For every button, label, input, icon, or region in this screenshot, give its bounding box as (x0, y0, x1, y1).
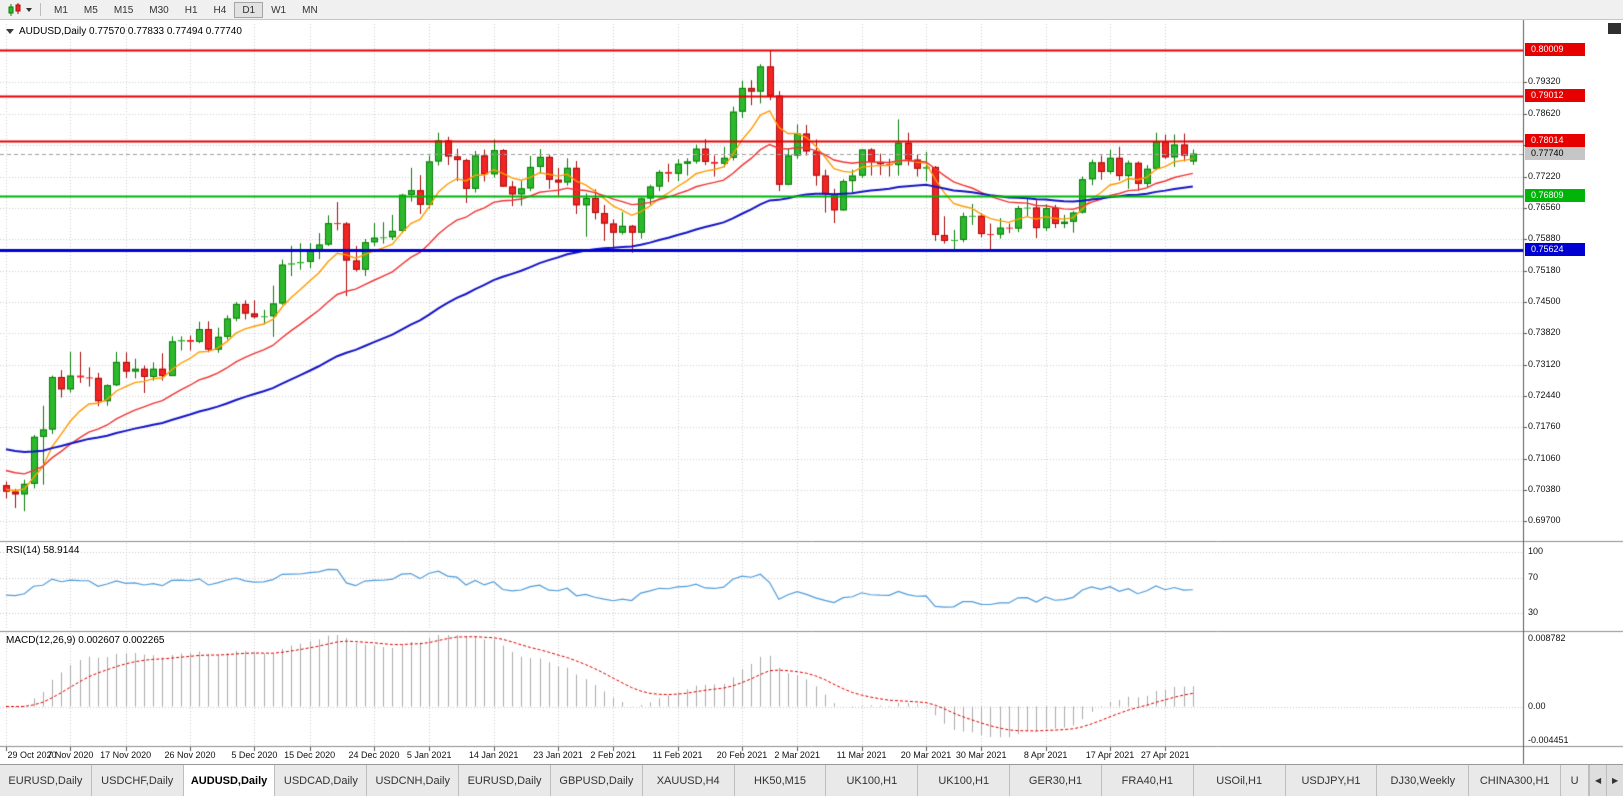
macd-indicator-label: MACD(12,26,9) 0.002607 0.002265 (6, 635, 165, 646)
timeframe-h1-button[interactable]: H1 (184, 4, 198, 16)
tab-usdjpy-h1[interactable]: USDJPY,H1 (1285, 765, 1378, 796)
tab-usdcnh-daily[interactable]: USDCNH,Daily (367, 765, 460, 796)
timeframe-m5-button[interactable]: M5 (83, 4, 98, 16)
chart-tab-bar: EURUSD,Daily USDCHF,Daily AUDUSD,Daily USDC… (0, 764, 1623, 796)
tab-usdcad-daily[interactable]: USDCAD,Daily (275, 765, 368, 796)
timeframe-d1-button[interactable]: D1 (234, 1, 264, 18)
rsi-indicator-label: RSI(14) 58.9144 (6, 545, 80, 556)
tab-audusd-daily[interactable]: AUDUSD,Daily (183, 765, 276, 796)
tab-eurusd-daily[interactable]: EURUSD,Daily (459, 765, 551, 796)
chart-title-text: AUDUSD,Daily 0.77570 0.77833 0.77494 0.7… (19, 26, 242, 37)
tab-dj30-weekly[interactable]: DJ30,Weekly (1377, 765, 1470, 796)
toolbar-separator (40, 3, 41, 16)
one-click-trading-arrow[interactable] (6, 29, 14, 34)
timeframe-m15-button[interactable]: M15 (113, 4, 134, 16)
top-toolbar: M1 M5 M15 M30 H1 H4 D1 W1 MN (0, 0, 1623, 20)
timeframe-mn-button[interactable]: MN (302, 4, 318, 16)
tab-scroll-left-button[interactable]: ◀ (1589, 765, 1607, 796)
tab-ger30-h1[interactable]: GER30,H1 (1010, 765, 1102, 796)
chart-corner-button[interactable] (1608, 23, 1621, 34)
chart-type-group[interactable] (4, 2, 35, 17)
chart-title: AUDUSD,Daily 0.77570 0.77833 0.77494 0.7… (6, 26, 242, 37)
timeframe-buttons: M1 M5 M15 M30 H1 H4 D1 W1 MN (46, 1, 326, 18)
tab-fra40-h1[interactable]: FRA40,H1 (1101, 765, 1194, 796)
tab-scroll-right-button[interactable]: ▶ (1606, 765, 1623, 796)
timeframe-m30-button[interactable]: M30 (149, 4, 169, 16)
tab-xauusd-h4[interactable]: XAUUSD,H4 (642, 765, 735, 796)
chevron-down-icon[interactable] (26, 7, 32, 12)
tab-eurusd-daily[interactable]: EURUSD,Daily (0, 765, 92, 796)
tab-hk50-m15[interactable]: HK50,M15 (734, 765, 827, 796)
candlestick-chart-icon (8, 2, 21, 16)
tab-usoil-h1[interactable]: USOil,H1 (1193, 765, 1286, 796)
timeframe-m1-button[interactable]: M1 (54, 4, 68, 16)
tab-china300-h1[interactable]: CHINA300,H1 (1469, 765, 1562, 796)
timeframe-h4-button[interactable]: H4 (213, 4, 227, 16)
tab-gbpusd-daily[interactable]: GBPUSD,Daily (550, 765, 643, 796)
tab-u[interactable]: U (1561, 765, 1590, 796)
tab-uk100-h1[interactable]: UK100,H1 (918, 765, 1011, 796)
tab-usdchf-daily[interactable]: USDCHF,Daily (91, 765, 184, 796)
tab-uk100-h1[interactable]: UK100,H1 (826, 765, 919, 796)
timeframe-w1-button[interactable]: W1 (271, 4, 287, 16)
